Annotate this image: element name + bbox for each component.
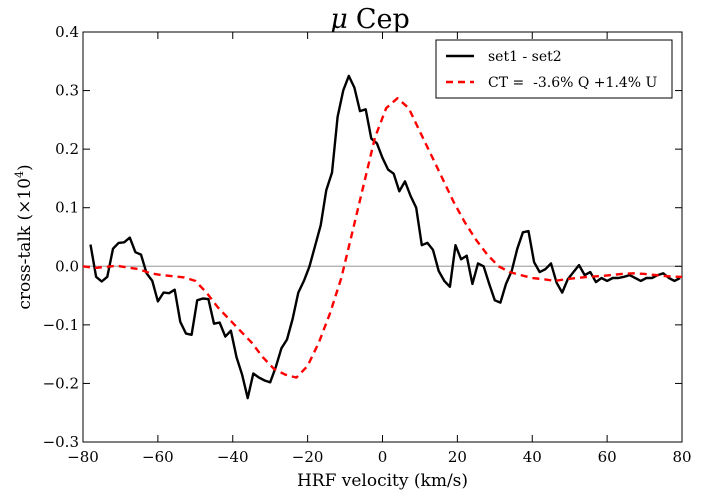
legend-box — [435, 39, 673, 99]
x-axis-label: HRF velocity (km/s) — [297, 471, 468, 491]
x-tick-label: 80 — [672, 448, 691, 466]
y-tick-label: 0.4 — [55, 23, 79, 41]
y-axis-label-main: cross-talk (×10 — [15, 178, 35, 310]
x-tick-label: −20 — [292, 448, 324, 466]
x-tick-label: 0 — [378, 448, 388, 466]
legend: set1 - set2 CT = -3.6% Q +1.4% U — [435, 39, 673, 99]
legend-label-set1-set2: set1 - set2 — [488, 49, 562, 65]
y-tick-label: 0.2 — [55, 140, 79, 158]
y-tick-label: −0.3 — [43, 433, 79, 451]
y-axis-label-close: ) — [15, 164, 35, 171]
y-tick-label: 0.3 — [55, 82, 79, 100]
y-axis-label-exponent: 4 — [13, 171, 26, 178]
x-tick-label: −60 — [142, 448, 174, 466]
x-tick-label: −80 — [67, 448, 99, 466]
series-ct-fit-line — [82, 97, 682, 379]
plot-frame — [82, 31, 683, 443]
y-tick-label: −0.1 — [43, 316, 79, 334]
y-tick-label: −0.2 — [43, 374, 79, 392]
plot-area: −80 −60 −40 −20 0 20 40 60 80 −0.3 −0.2 −0.1 0.0 0.1 0… — [43, 23, 692, 466]
y-tick-label: 0.1 — [55, 199, 79, 217]
title-text: Cep — [356, 4, 410, 35]
x-tick-label: 60 — [598, 448, 617, 466]
title-symbol: μ — [330, 4, 348, 35]
x-tick-label: 20 — [448, 448, 467, 466]
axis-ticks: −80 −60 −40 −20 0 20 40 60 80 −0.3 −0.2 −0.1 0.0 0.1 0… — [43, 23, 692, 466]
x-tick-label: 40 — [523, 448, 542, 466]
chart-title: μ Cep — [330, 4, 409, 35]
x-tick-label: −40 — [217, 448, 249, 466]
y-tick-label: 0.0 — [55, 257, 79, 275]
y-axis-label: cross-talk (×104) — [13, 164, 35, 309]
legend-label-ct-fit: CT = -3.6% Q +1.4% U — [488, 75, 658, 91]
series-set1-set2-line — [89, 74, 681, 400]
series-layer — [82, 74, 682, 400]
